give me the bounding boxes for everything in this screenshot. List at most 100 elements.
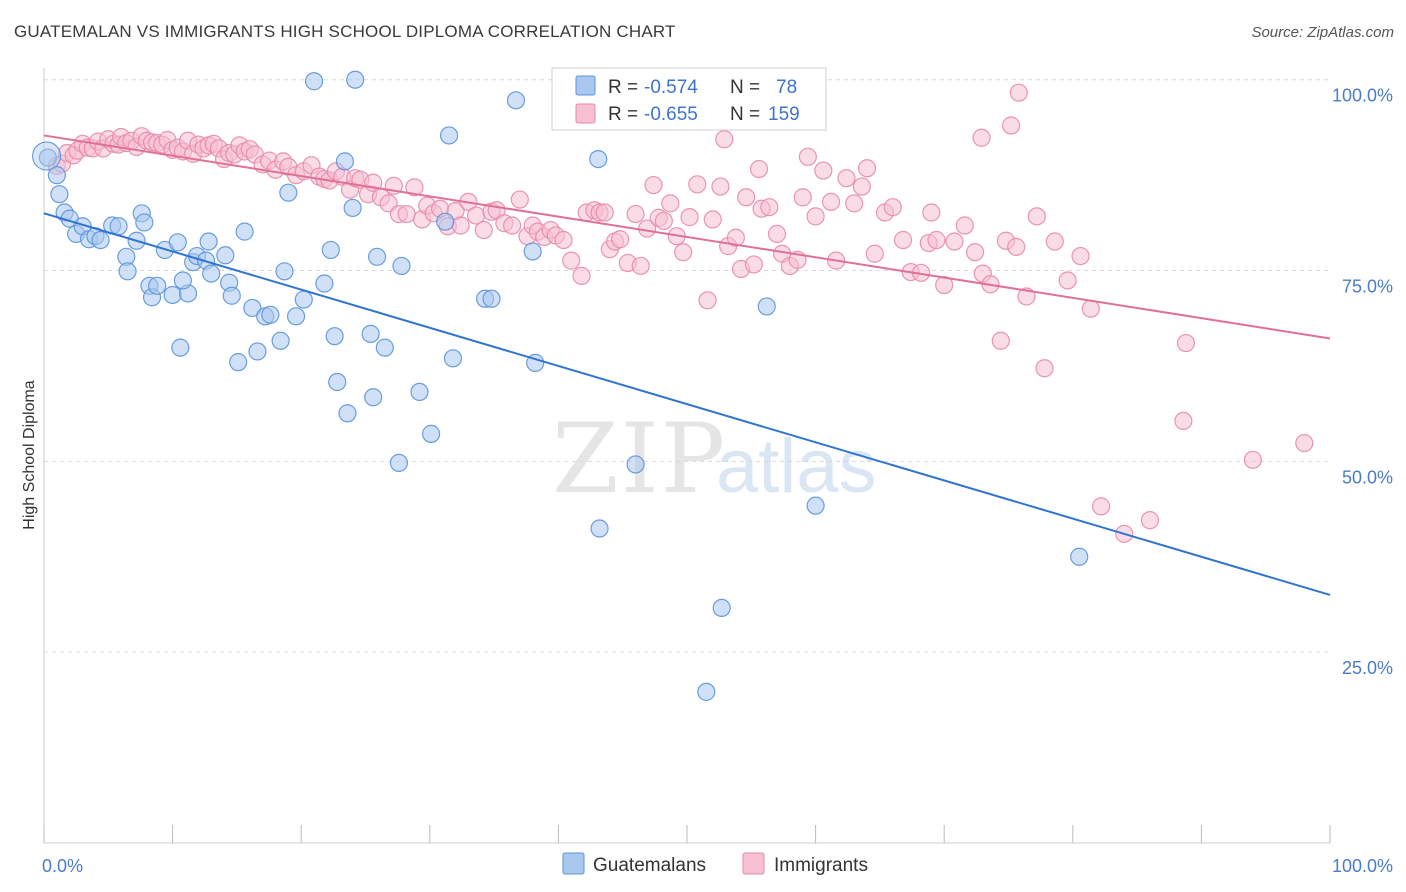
data-point (286, 307, 306, 326)
data-point (965, 243, 985, 262)
y-tick-labels: 25.0% 50.0% 75.0% 100.0% (1332, 86, 1393, 678)
data-point (703, 210, 722, 229)
data-point (893, 230, 913, 250)
data-point (1007, 237, 1026, 256)
data-point (474, 220, 493, 240)
data-point (229, 353, 248, 372)
data-point (837, 169, 856, 188)
legend-n-label-2: N = (730, 104, 760, 125)
data-point (680, 208, 699, 227)
data-point (109, 217, 128, 236)
legend-r-value-1: -0.574 (644, 77, 698, 98)
data-point (590, 519, 609, 538)
data-point (202, 264, 221, 283)
data-point (991, 331, 1010, 350)
data-point (1243, 450, 1262, 469)
data-point (1017, 287, 1036, 306)
data-point (315, 274, 334, 293)
data-point (443, 349, 463, 368)
data-point (118, 262, 137, 281)
data-point (1045, 232, 1064, 251)
data-point (32, 141, 62, 171)
data-point (148, 276, 167, 295)
data-point (644, 175, 663, 195)
data-point (173, 271, 192, 290)
legend-r-value-2: -0.655 (644, 104, 698, 125)
data-point (626, 204, 645, 224)
data-point (510, 190, 529, 209)
data-point (814, 161, 833, 180)
data-point (343, 198, 362, 218)
data-point (235, 222, 254, 241)
data-point (168, 233, 187, 252)
data-point (171, 338, 190, 357)
y-tick-label: 100.0% (1332, 86, 1393, 106)
data-point (439, 126, 459, 145)
data-point (163, 285, 182, 305)
data-point (279, 183, 298, 202)
data-point (674, 243, 693, 262)
data-point (1140, 511, 1160, 530)
data-point (50, 185, 69, 204)
svg-text:atlas: atlas (716, 424, 877, 509)
data-point (744, 255, 763, 274)
data-point (1176, 333, 1196, 353)
data-point (91, 230, 110, 250)
data-point (883, 198, 902, 217)
stats-legend: R = -0.574 N = 78 R = -0.655 N = 159 (551, 67, 827, 131)
data-point (222, 286, 241, 305)
legend-r-label-2: R = (608, 104, 638, 125)
data-point (726, 228, 745, 247)
legend-r-label-1: R = (608, 77, 638, 98)
data-point (38, 148, 57, 167)
data-point (1174, 411, 1193, 431)
data-point (346, 70, 365, 89)
data-point (1295, 433, 1314, 453)
data-point (845, 194, 864, 213)
data-point (935, 275, 954, 295)
legend-n-value-1: 78 (776, 77, 797, 98)
data-point (806, 496, 825, 515)
data-point (1035, 359, 1054, 378)
data-point (47, 166, 66, 185)
immigrants-points (47, 83, 1314, 543)
data-point (793, 188, 812, 207)
data-point (451, 216, 470, 235)
data-point (857, 159, 877, 178)
data-point (737, 188, 756, 207)
data-point (595, 203, 614, 222)
y-tick-label: 50.0% (1342, 467, 1393, 487)
data-point (243, 298, 262, 318)
data-point (1071, 246, 1090, 266)
guatemalans-trend-line (43, 212, 1331, 596)
data-point (554, 230, 573, 250)
data-point (405, 178, 424, 197)
data-point (572, 266, 591, 285)
legend-swatch-immigrants (575, 103, 596, 124)
series-legend: Guatemalans Immigrants (562, 852, 868, 876)
data-point (715, 130, 734, 149)
legend-swatch-guatemalans (575, 75, 596, 96)
data-point (1081, 299, 1100, 318)
data-point (767, 224, 787, 244)
data-point (1058, 271, 1077, 290)
data-point (865, 244, 884, 263)
data-point (972, 128, 991, 147)
data-point (626, 455, 645, 474)
data-point (562, 251, 581, 270)
data-point (589, 150, 608, 169)
data-point (749, 159, 769, 179)
data-point (852, 177, 871, 196)
data-point (216, 246, 235, 265)
data-point (328, 372, 347, 392)
data-point (294, 290, 313, 309)
axes (43, 68, 1331, 844)
data-point (757, 297, 776, 316)
y-tick-label: 25.0% (1342, 658, 1393, 678)
data-point (1009, 83, 1028, 102)
data-point (482, 289, 501, 308)
data-point (711, 177, 730, 196)
data-point (927, 230, 946, 250)
bottom-legend-immigrants: Immigrants (774, 855, 868, 876)
data-point (199, 232, 218, 251)
